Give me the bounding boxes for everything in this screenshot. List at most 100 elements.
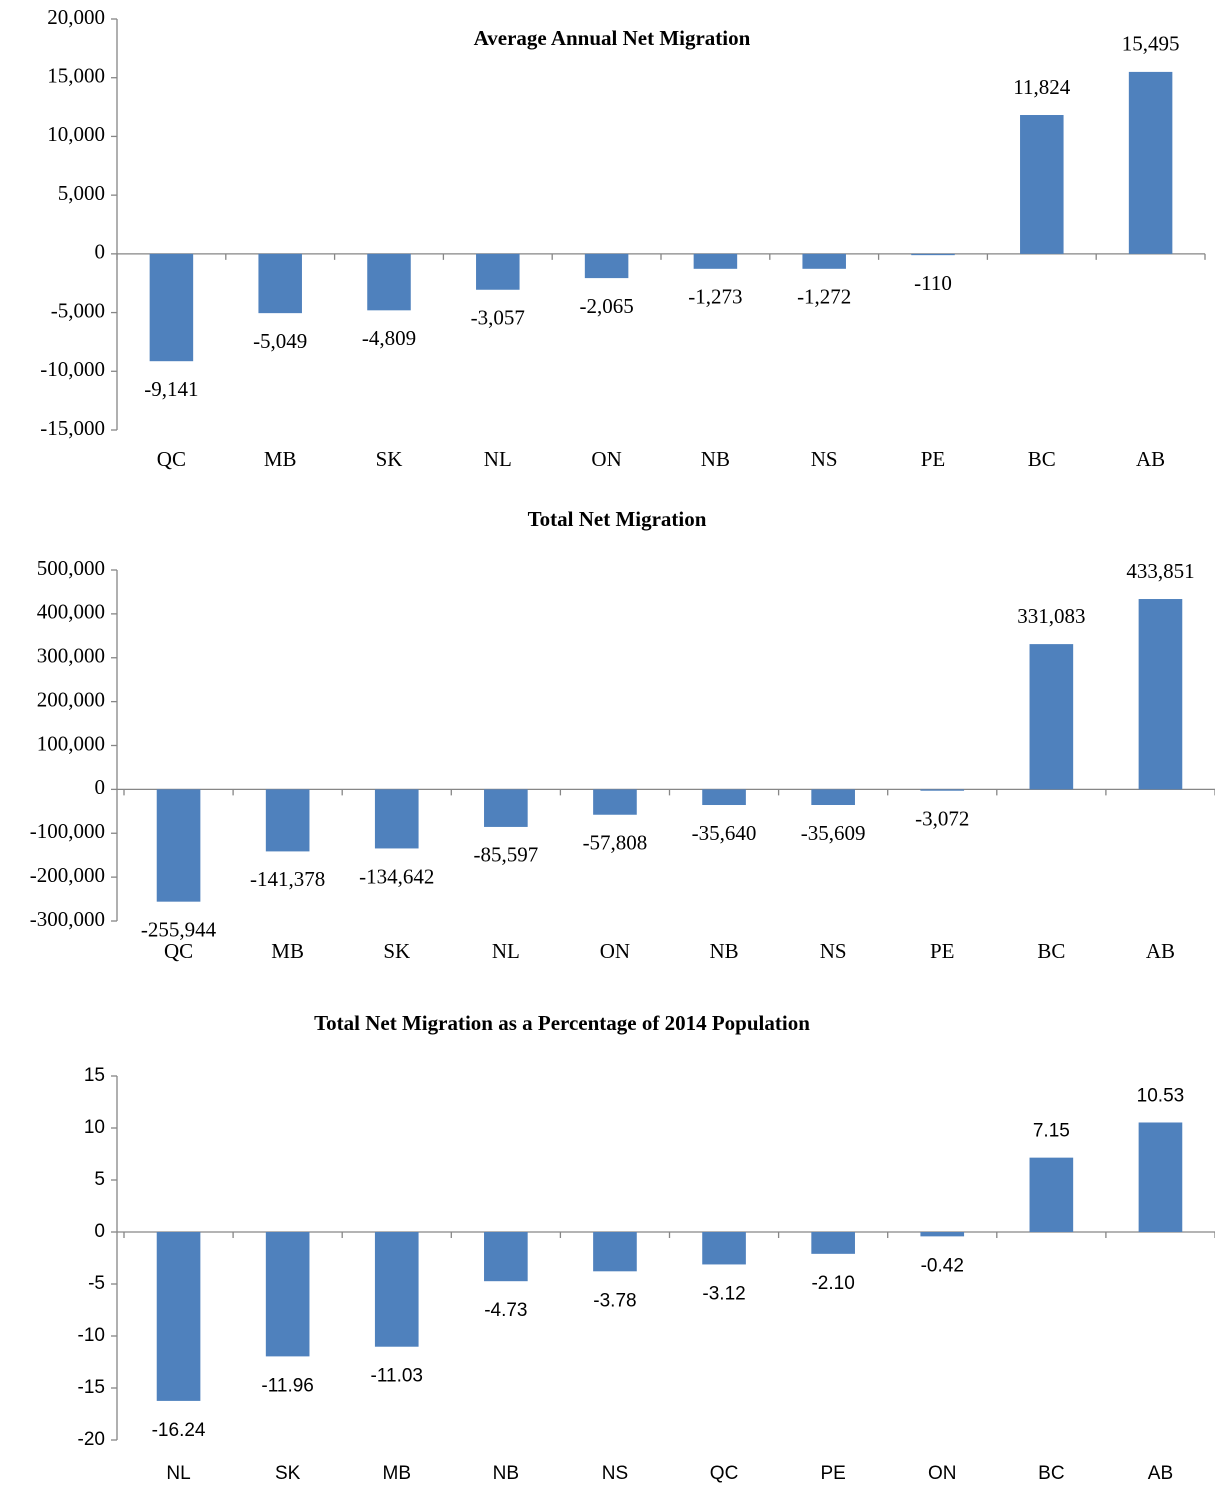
bar — [920, 1232, 965, 1237]
bar — [149, 253, 194, 362]
y-tick-label: 15 — [84, 1065, 105, 1086]
bar — [811, 789, 855, 805]
x-tick-label: NL — [492, 939, 520, 963]
bar — [920, 789, 965, 791]
value-label: -35,609 — [801, 821, 866, 845]
y-tick-label: -15,000 — [40, 416, 105, 440]
y-tick-label: 20,000 — [47, 5, 105, 29]
chart-title: Total Net Migration as a Percentage of 2… — [314, 1011, 810, 1035]
value-label: -16.24 — [152, 1420, 206, 1441]
bar — [593, 789, 637, 815]
value-label: -85,597 — [473, 843, 538, 867]
value-label: -57,808 — [583, 831, 648, 855]
y-tick-label: 10,000 — [47, 122, 105, 146]
x-tick-label: SK — [383, 939, 410, 963]
chart-title: Total Net Migration — [528, 507, 707, 531]
bar — [911, 253, 955, 256]
value-label: -134,642 — [359, 864, 434, 888]
x-tick-label: NB — [701, 447, 730, 471]
value-label: -4,809 — [362, 326, 416, 350]
value-label: -4.73 — [484, 1300, 527, 1321]
x-tick-label: PE — [930, 939, 955, 963]
x-tick-label: MB — [264, 447, 297, 471]
bar — [484, 1232, 528, 1282]
value-label: -2,065 — [579, 294, 633, 318]
x-tick-label: SK — [376, 447, 403, 471]
x-tick-label: NS — [811, 447, 838, 471]
x-tick-label: PE — [820, 1463, 845, 1484]
value-label: -11.03 — [371, 1366, 423, 1387]
value-label: -1,273 — [688, 285, 742, 309]
y-tick-label: -20 — [78, 1429, 105, 1450]
bar — [811, 1232, 855, 1254]
x-tick-label: NS — [820, 939, 847, 963]
x-tick-label: NB — [709, 939, 738, 963]
y-tick-label: -10,000 — [40, 357, 105, 381]
x-tick-label: SK — [275, 1463, 301, 1484]
y-tick-label: 15,000 — [47, 64, 105, 88]
x-tick-label: BC — [1028, 447, 1056, 471]
y-tick-label: 0 — [95, 240, 106, 264]
bar — [374, 789, 419, 849]
y-tick-label: 10 — [84, 1117, 105, 1138]
x-tick-label: NS — [602, 1463, 628, 1484]
bar — [1138, 1122, 1183, 1232]
x-tick-label: QC — [157, 447, 186, 471]
bar — [1128, 71, 1173, 254]
value-label: 433,851 — [1126, 559, 1194, 583]
x-tick-label: NL — [166, 1463, 190, 1484]
bar — [1029, 1157, 1074, 1232]
value-label: -1,272 — [797, 285, 851, 309]
y-tick-label: -10 — [78, 1325, 105, 1346]
y-tick-label: -300,000 — [30, 907, 105, 931]
bar — [1029, 644, 1074, 790]
bar — [265, 789, 310, 852]
bar — [156, 1232, 201, 1401]
bar — [258, 253, 302, 314]
y-tick-label: 300,000 — [37, 644, 105, 668]
chart-title: Average Annual Net Migration — [474, 26, 751, 50]
x-tick-label: NL — [484, 447, 512, 471]
x-tick-label: ON — [600, 939, 630, 963]
x-tick-label: PE — [921, 447, 946, 471]
value-label: -3.78 — [593, 1290, 636, 1311]
y-tick-label: -100,000 — [30, 819, 105, 843]
value-label: -3.12 — [702, 1283, 745, 1304]
value-label: 10.53 — [1137, 1086, 1185, 1107]
value-label: -0.42 — [921, 1255, 964, 1276]
y-tick-label: 5,000 — [58, 181, 105, 205]
y-tick-label: -200,000 — [30, 863, 105, 887]
value-label: -3,072 — [915, 807, 969, 831]
bar — [593, 1232, 637, 1272]
value-label: -3,057 — [471, 306, 525, 330]
x-tick-label: ON — [591, 447, 621, 471]
bar — [265, 1232, 310, 1357]
value-label: -11.96 — [261, 1375, 313, 1396]
bar — [702, 789, 746, 806]
bar — [584, 253, 629, 279]
value-label: 11,824 — [1013, 75, 1070, 99]
value-label: -35,640 — [692, 821, 757, 845]
x-tick-label: ON — [928, 1463, 957, 1484]
x-tick-label: AB — [1136, 447, 1165, 471]
x-tick-label: QC — [164, 939, 193, 963]
bar — [367, 253, 411, 311]
value-label: -110 — [914, 271, 952, 295]
y-tick-label: 5 — [94, 1169, 105, 1190]
y-tick-label: -15 — [78, 1377, 105, 1398]
y-tick-label: 400,000 — [37, 600, 105, 624]
value-label: -2.10 — [811, 1273, 854, 1294]
y-tick-label: 500,000 — [37, 556, 105, 580]
y-tick-label: -5,000 — [51, 298, 105, 322]
y-tick-label: 100,000 — [37, 731, 105, 755]
bar — [374, 1232, 419, 1347]
x-tick-label: AB — [1146, 939, 1175, 963]
x-tick-label: BC — [1038, 1463, 1064, 1484]
bar — [1138, 599, 1183, 790]
x-tick-label: NB — [493, 1463, 519, 1484]
bar — [156, 789, 201, 902]
bar — [693, 253, 738, 269]
bar — [702, 1232, 746, 1265]
